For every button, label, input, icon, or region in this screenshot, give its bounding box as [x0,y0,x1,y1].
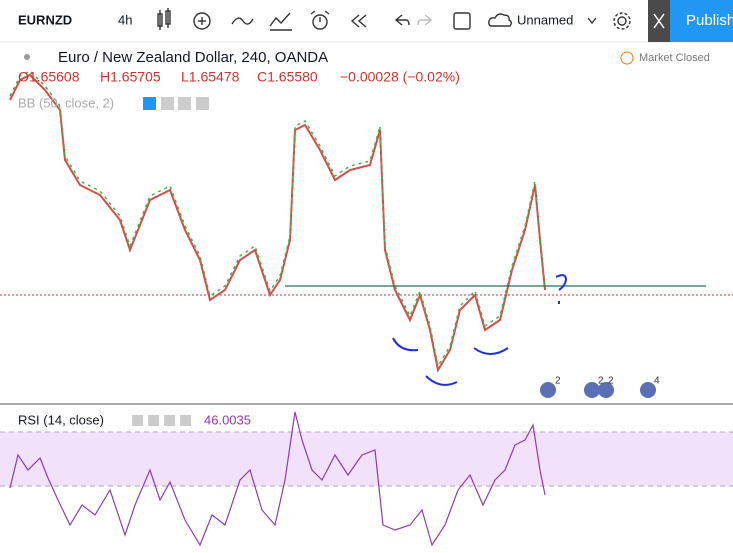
publish-label: Publish [686,12,733,29]
warning-icon [620,51,634,65]
rsi-pane: RSI (14, close) 46.0035 [0,411,733,547]
interval[interactable]: 4h [118,12,132,27]
rsi-settings[interactable] [132,415,143,426]
indicator-hide[interactable] [143,97,156,110]
event-count: 2 [598,376,604,387]
high: H1.65705 [100,69,161,85]
change: −0.00028 (−0.02%) [340,69,460,85]
legend-icon [24,54,30,60]
template-icon[interactable] [269,12,292,31]
settings-icon[interactable] [613,12,631,30]
fullscreen-icon[interactable] [453,12,471,30]
rsi-line [9,411,546,547]
question-drawing [555,274,568,304]
rsi-remove[interactable] [180,415,191,426]
events: 2 2 2 4 [540,376,660,398]
rsi-band [0,432,733,486]
redo-icon [417,14,433,26]
market-status: Market Closed [639,52,710,64]
event-icon[interactable] [540,382,556,398]
event-icon[interactable] [584,382,600,398]
collapse-icon [653,13,665,29]
event-icon[interactable] [598,382,614,398]
rsi-value: 46.0035 [204,412,251,427]
layout-menu[interactable] [587,17,597,25]
toolbar: EURNZD 4h Unnamed Publish [0,0,733,43]
price-pane: Euro / New Zealand Dollar, 240, OANDA Ma… [0,49,733,398]
publish-button[interactable] [670,0,733,42]
open: O1.65608 [18,69,80,85]
indicator-label: BB (50, close, 2) [18,95,114,110]
indicator-settings[interactable] [161,97,174,110]
undo-icon[interactable] [394,14,410,26]
indicator-more[interactable] [178,97,191,110]
event-count: 2 [608,376,614,387]
indicator-remove[interactable] [196,97,209,110]
pattern-drawing [392,337,509,386]
symbol-title: Euro / New Zealand Dollar, 240, OANDA [58,49,328,66]
rsi-hide[interactable] [148,415,159,426]
candles-icon[interactable] [157,8,171,30]
rsi-label: RSI (14, close) [18,412,104,427]
close: C1.65580 [257,69,318,85]
event-count: 2 [555,376,561,387]
cloud-icon [488,13,512,27]
rsi-more[interactable] [164,415,175,426]
indicator-icon[interactable] [193,12,211,30]
event-count: 4 [654,376,660,387]
low: L1.65478 [181,69,240,85]
alert-icon[interactable] [310,10,330,30]
symbol[interactable]: EURNZD [18,12,72,27]
event-icon[interactable] [640,382,656,398]
layout-name[interactable]: Unnamed [517,12,573,27]
replay-icon[interactable] [350,14,367,28]
compare-icon[interactable] [231,17,254,25]
